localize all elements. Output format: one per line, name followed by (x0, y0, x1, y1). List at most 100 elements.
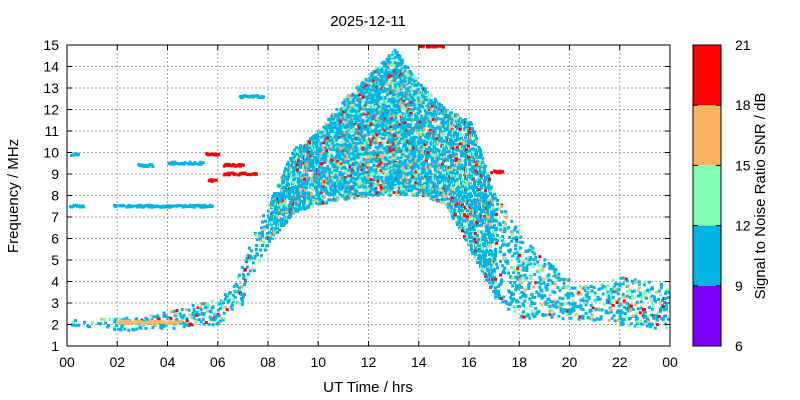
data-point (420, 99, 424, 103)
data-point (361, 124, 365, 128)
data-point (381, 166, 385, 170)
data-point (332, 117, 336, 121)
data-point (438, 117, 442, 121)
data-point (286, 162, 290, 166)
data-point (287, 160, 291, 164)
data-point (422, 127, 426, 131)
data-point (346, 151, 350, 155)
data-point (388, 84, 392, 88)
data-point (356, 169, 360, 173)
data-point (448, 128, 452, 132)
data-point (318, 173, 322, 177)
data-point (412, 137, 416, 141)
data-point (333, 138, 337, 142)
data-point (297, 195, 301, 199)
data-point (433, 175, 437, 179)
data-point (412, 147, 416, 151)
data-point (359, 185, 363, 189)
data-point (344, 118, 348, 122)
data-point (182, 325, 186, 329)
data-point (336, 118, 340, 122)
data-point (307, 150, 311, 154)
data-point (402, 98, 406, 102)
data-point (372, 119, 376, 123)
data-point (408, 93, 412, 97)
data-point (446, 206, 450, 210)
data-point (454, 159, 458, 163)
data-points (69, 44, 670, 332)
data-point (77, 323, 80, 327)
data-point (454, 152, 458, 156)
data-point (437, 181, 441, 185)
data-point (373, 177, 377, 181)
data-point (194, 320, 198, 324)
data-point (400, 85, 404, 89)
data-point (367, 174, 371, 178)
data-point (330, 133, 334, 136)
data-point (448, 167, 452, 171)
data-point (369, 189, 373, 193)
data-point (332, 181, 336, 185)
data-point (379, 97, 383, 101)
data-point (296, 182, 300, 186)
data-point (353, 105, 357, 109)
data-point (281, 218, 285, 222)
data-point (335, 138, 339, 142)
data-point (401, 134, 405, 138)
data-point (189, 315, 193, 319)
data-point (417, 188, 421, 192)
data-point (318, 185, 322, 189)
data-point (285, 210, 289, 214)
data-point (397, 190, 401, 194)
data-point (333, 192, 337, 196)
data-point (425, 169, 429, 172)
data-point (431, 153, 435, 157)
data-point (320, 166, 324, 170)
data-point (455, 138, 459, 142)
data-point (419, 188, 423, 192)
data-point (333, 168, 337, 172)
data-point (360, 107, 364, 111)
data-point (314, 163, 318, 166)
data-point (436, 157, 440, 161)
data-point (118, 317, 122, 321)
data-point (362, 136, 366, 140)
data-point (336, 178, 340, 182)
data-point (393, 48, 397, 52)
data-point (341, 184, 345, 188)
data-point (431, 118, 435, 122)
data-point (354, 183, 358, 187)
data-point (306, 155, 310, 159)
data-point (338, 175, 342, 179)
data-point (316, 196, 320, 200)
data-point (311, 152, 315, 156)
data-point (445, 120, 449, 124)
data-point (350, 157, 354, 161)
data-point (157, 317, 161, 321)
data-point (394, 163, 398, 167)
data-point (406, 125, 410, 128)
data-point (407, 128, 411, 132)
data-point (430, 114, 434, 118)
data-point (395, 120, 399, 124)
data-point (230, 307, 234, 311)
data-point (352, 133, 356, 137)
data-point (329, 185, 333, 189)
data-point (320, 170, 324, 174)
data-point (144, 316, 148, 320)
data-point (403, 143, 407, 147)
data-point (449, 204, 453, 208)
data-point (339, 180, 343, 184)
data-point (393, 79, 397, 83)
data-point (392, 161, 396, 164)
data-point (380, 77, 384, 81)
data-point (424, 173, 428, 176)
data-point (387, 63, 391, 67)
data-point (352, 156, 356, 160)
data-point (310, 167, 314, 171)
data-point (343, 132, 347, 136)
data-point (309, 151, 313, 155)
data-point (326, 129, 330, 133)
data-point (91, 321, 95, 325)
data-point (394, 141, 398, 145)
